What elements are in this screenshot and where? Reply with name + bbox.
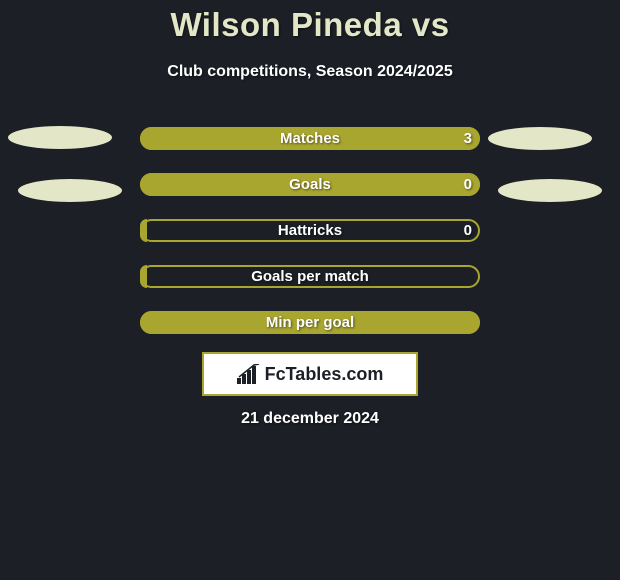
stat-bar-label: Min per goal: [140, 311, 480, 334]
team-marker-oval: [488, 127, 592, 150]
logo-text: FcTables.com: [265, 364, 384, 385]
stat-bar-label: Goals: [140, 173, 480, 196]
subtitle: Club competitions, Season 2024/2025: [0, 63, 620, 81]
bar-chart-icon: [237, 364, 261, 384]
stat-bar: Goals0: [140, 173, 480, 196]
stat-bar-value-left: 0: [464, 219, 472, 242]
stat-bar: Min per goal: [140, 311, 480, 334]
stat-bar: Goals per match: [140, 265, 480, 288]
stats-comparison-card: Wilson Pineda vs Club competitions, Seas…: [0, 0, 620, 580]
stat-bar-label: Goals per match: [140, 265, 480, 288]
stat-bar: Matches3: [140, 127, 480, 150]
page-title: Wilson Pineda vs: [0, 6, 620, 44]
team-marker-oval: [18, 179, 122, 202]
stat-bar-value-left: 0: [464, 173, 472, 196]
team-marker-oval: [498, 179, 602, 202]
stat-bar: Hattricks0: [140, 219, 480, 242]
date-line: 21 december 2024: [0, 410, 620, 428]
logo-box: FcTables.com: [202, 352, 418, 396]
team-marker-oval: [8, 126, 112, 149]
stat-bar-label: Hattricks: [140, 219, 480, 242]
stat-bar-label: Matches: [140, 127, 480, 150]
stat-bar-value-left: 3: [464, 127, 472, 150]
